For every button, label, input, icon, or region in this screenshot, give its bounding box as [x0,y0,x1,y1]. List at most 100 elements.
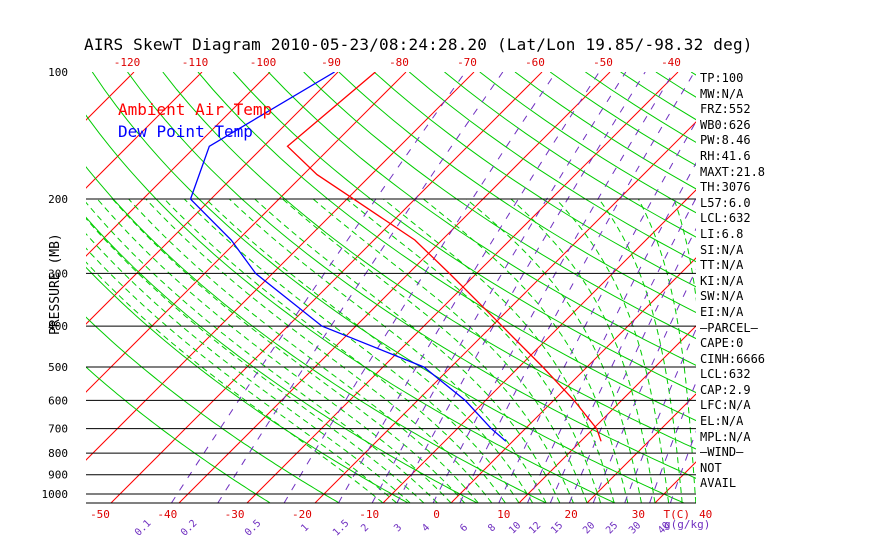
dry-adiabat-line [373,72,696,288]
isotherm-line [246,72,679,503]
mixing-ratio-tick-label: 12 [527,520,543,536]
moist-adiabat-line [184,198,520,503]
dry-adiabat-line [268,72,696,366]
mixing-ratio-tick-label: 0.5 [243,518,264,539]
mixing-ratio-tick-label: 0.2 [179,518,200,539]
stat-item: AVAIL [700,476,737,491]
stat-item: CINH:6666 [700,351,766,366]
dry-adiabat-line [86,216,478,503]
mixing-ratio-tick-label: 8 [486,522,498,534]
moist-adiabat-line [145,198,493,503]
pressure-tick-label: 800 [48,447,68,460]
dry-adiabat-line [338,72,696,314]
dry-adiabat-line [86,114,616,503]
moist-adiabat-line [97,198,452,503]
moist-adiabat-line [229,198,547,503]
ambient-air-temp-line [286,72,602,442]
moist-adiabat-line [128,198,479,503]
mixing-ratio-line [549,197,696,503]
bottom-temp-tick-label: -50 [90,508,110,521]
moist-adiabat-line [112,198,465,503]
stat-item: PW:8.46 [700,133,751,148]
moist-adiabat-line [254,198,561,503]
stat-item: EL:N/A [700,414,744,429]
moist-adiabat-line [466,198,642,503]
mixing-ratio-line [170,72,466,503]
dry-adiabat-line [444,72,696,238]
mixing-ratio-tick-label: 4 [420,522,432,534]
moist-adiabat-line [86,233,411,503]
isotherm-line [791,72,870,503]
dry-adiabat-line [303,72,696,340]
isotherm-lines [86,72,870,503]
dry-adiabat-line [514,72,696,190]
mixing-ratio-line [459,72,695,503]
mixing-ratio-line [568,227,696,503]
top-temp-tick-label: -50 [593,56,613,69]
stat-item: KI:N/A [700,273,744,288]
mixing-ratio-line [527,162,696,503]
stat-item: —PARCEL— [700,320,758,335]
mixing-ratio-line [283,72,557,503]
pressure-tick-label: 900 [48,469,68,482]
mixing-ratio-line [624,328,696,503]
mixing-ratio-line [669,430,696,503]
moist-adiabat-line [555,198,670,503]
mixing-ratio-tick-label: 1.5 [331,518,352,539]
isotherm-line [450,257,696,503]
dry-adiabat-line [86,166,547,503]
mixing-ratio-tick-label: 3 [392,522,404,534]
bottom-temp-tick-label: 20 [564,508,577,521]
moist-adiabat-line [86,217,425,503]
isotherm-line [86,72,135,121]
dry-adiabat-line [91,72,685,503]
top-temp-tick-label: -110 [182,56,209,69]
mixing-ratio-tick-label: 25 [604,520,620,536]
stat-item: NOT [700,460,722,475]
isobar-lines [86,198,696,504]
bottom-temp-tick-label: -20 [292,508,312,521]
moist-adiabat-line [282,198,574,503]
pressure-tick-label: 500 [48,361,68,374]
mixing-ratio-line [432,72,675,503]
stat-item: SW:N/A [700,289,744,304]
dry-adiabat-line [127,72,696,479]
stat-item: TH:3076 [700,180,751,195]
isotherm-line [178,72,611,503]
pressure-tick-label: 1000 [42,488,69,501]
temperature-unit-label: T(C) [664,508,691,521]
mixing-ratio-lines [170,72,696,503]
stat-item: LI:6.8 [700,226,744,241]
stat-item: FRZ:552 [700,102,751,117]
bottom-temp-tick-label: 0 [433,508,440,521]
pressure-tick-label: 100 [48,66,68,79]
stat-item: L57:6.0 [700,195,751,210]
dry-adiabat-line [86,316,340,503]
pressure-tick-label: 300 [48,267,68,280]
top-temp-tick-label: -60 [525,56,545,69]
moist-adiabat-line [86,261,384,503]
dry-adiabat-line [232,72,696,394]
mixing-ratio-tick-label: 6 [458,522,470,534]
dew-point-temp-line [189,72,507,442]
stat-item: MAXT:21.8 [700,164,766,179]
top-temp-tick-label: -70 [457,56,477,69]
stat-item: EI:N/A [700,304,744,319]
mixing-ratio-tick-label: 15 [549,520,565,536]
sounding-stats-panel: TP:100 MW:N/A FRZ:552 WB0:626 PW:8.46 RH:41.6… [700,71,790,492]
dry-adiabat-line [86,366,271,503]
mixing-ratio-line [371,72,627,503]
mixing-ratio-line [338,72,600,503]
isotherm-line [86,72,475,461]
pressure-tick-label: 400 [48,320,68,333]
moist-adiabat-line [638,198,696,503]
stat-item: SI:N/A [700,242,744,257]
moist-adiabat-line [205,198,534,503]
pressure-tick-label: 600 [48,394,68,407]
stat-item: TP:100 [700,71,744,85]
moist-adiabat-line [86,201,438,503]
isotherm-line [86,72,407,393]
isotherm-line [86,72,203,189]
mixing-ratio-tick-label: 1 [299,522,311,534]
stat-item: LFC:N/A [700,398,751,413]
